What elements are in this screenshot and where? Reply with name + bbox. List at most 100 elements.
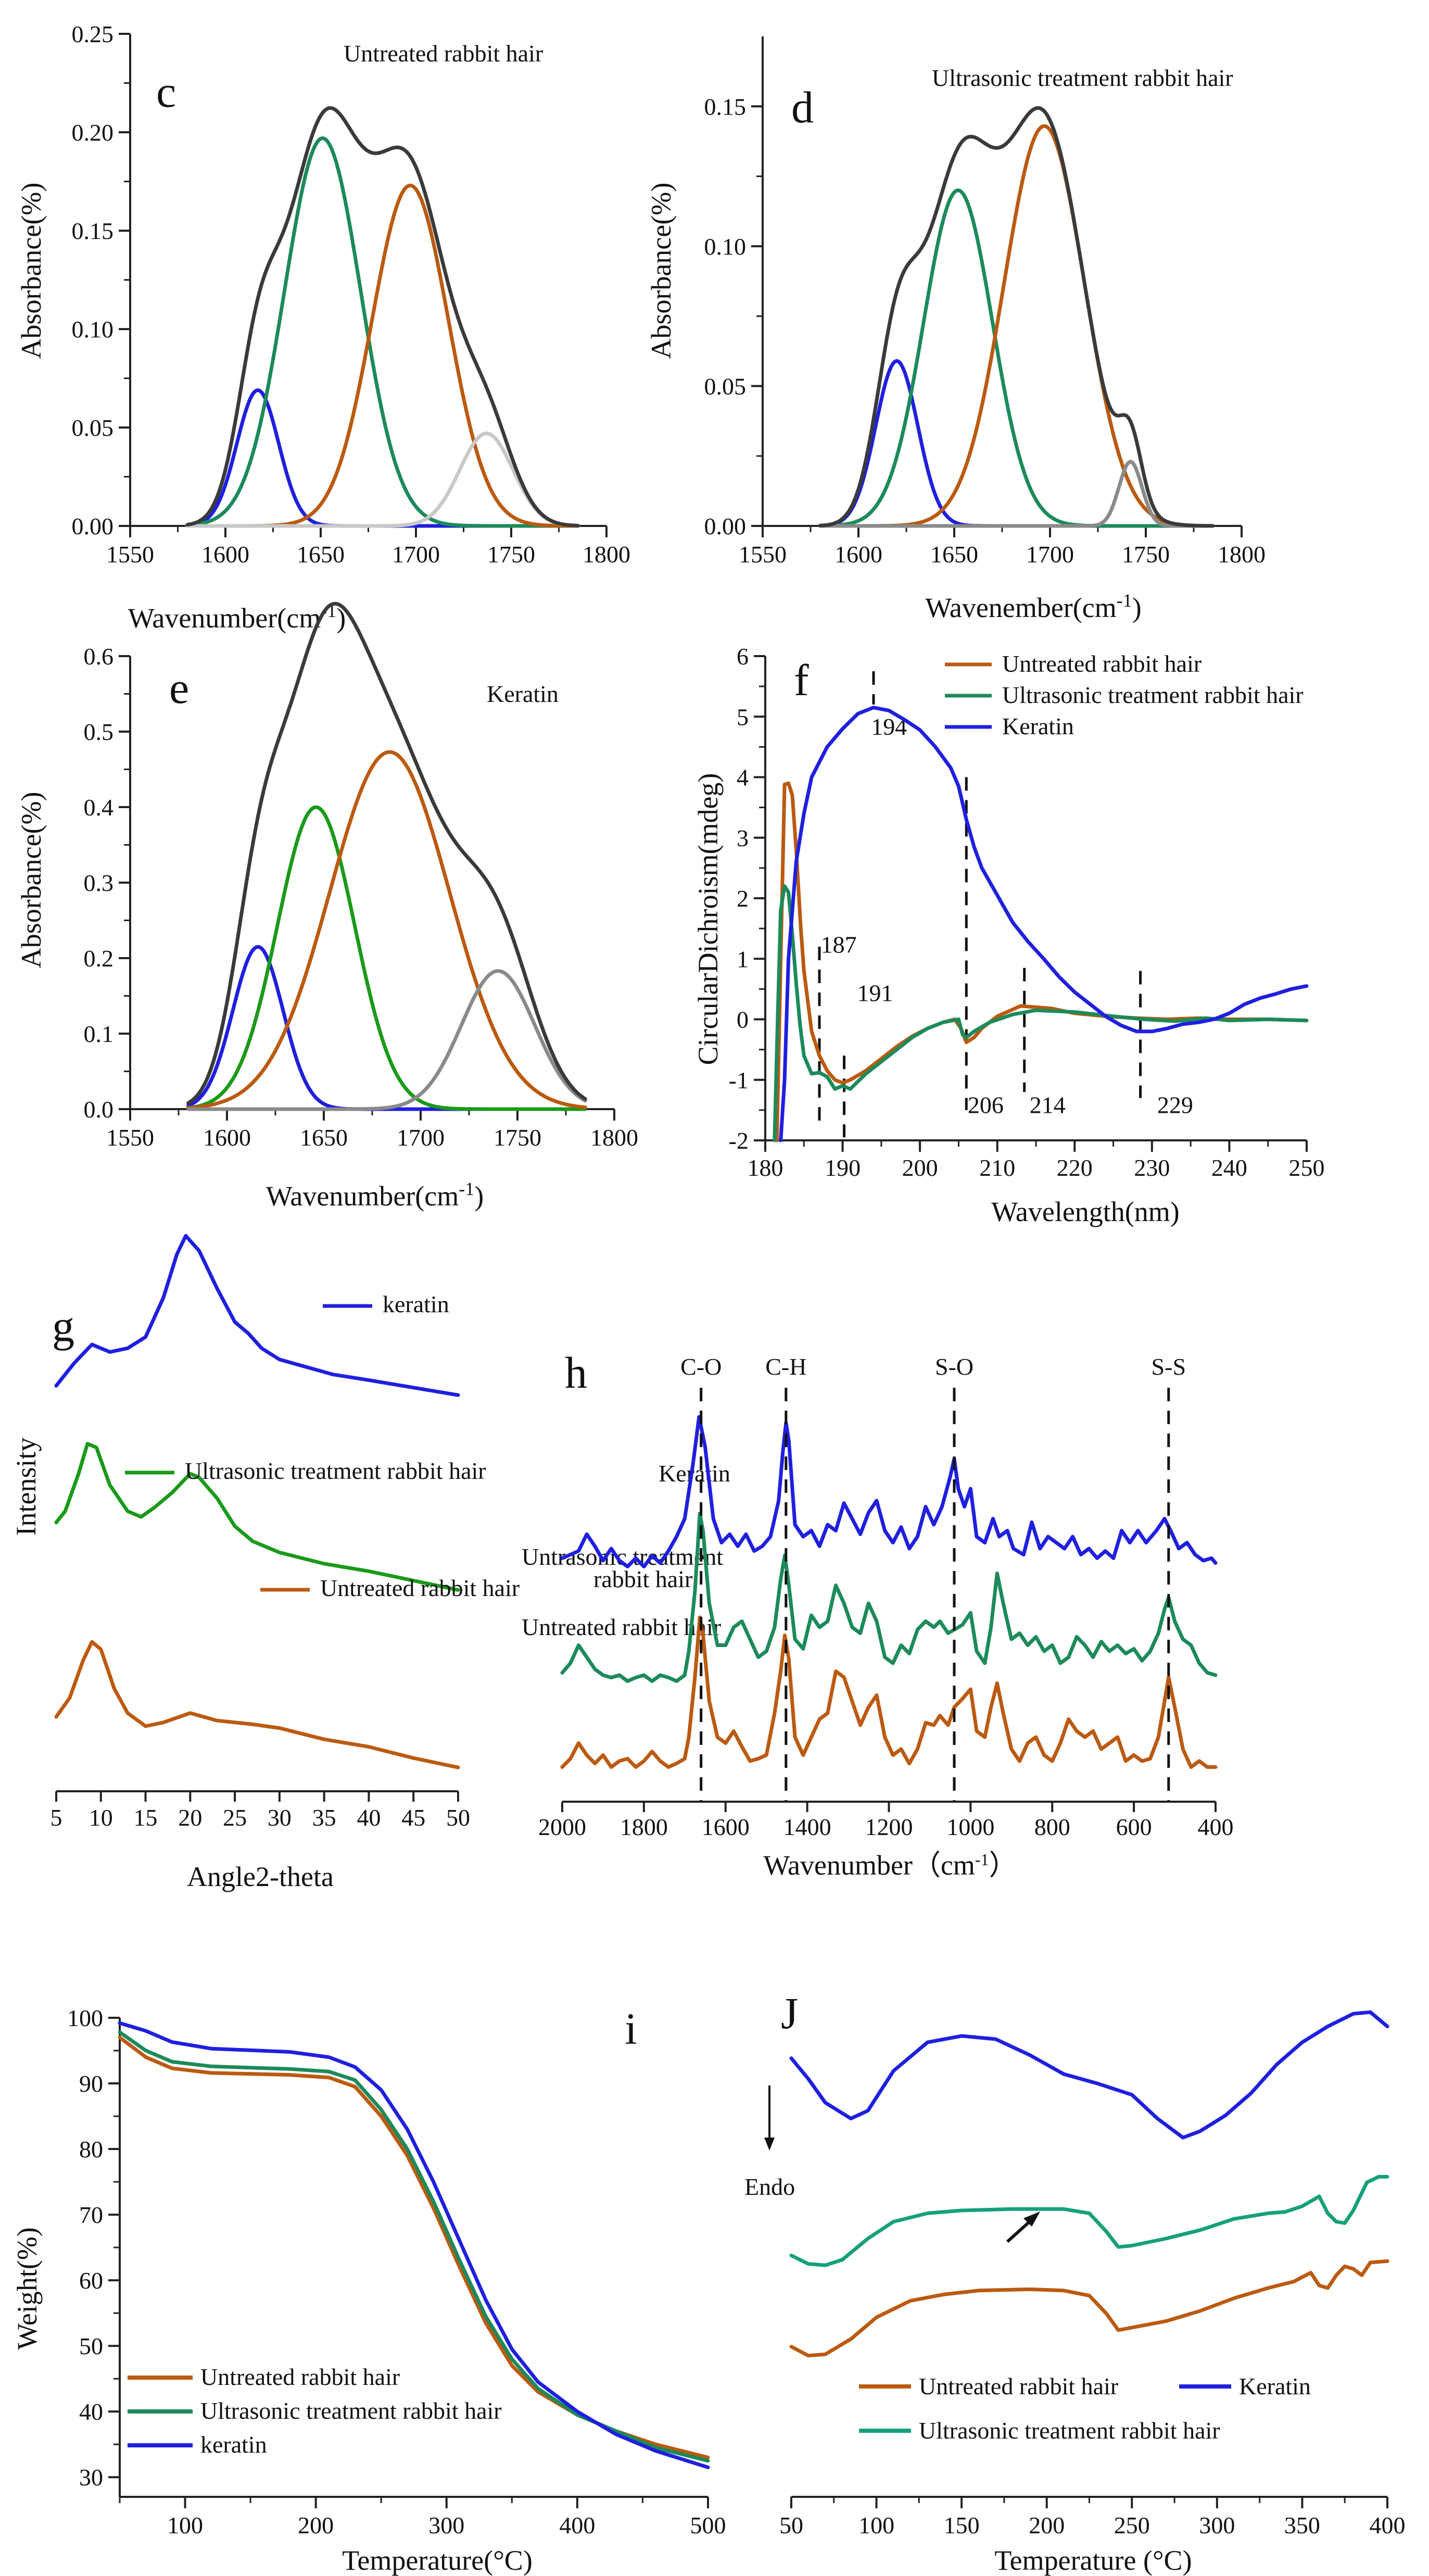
panel-f-annotation-191: 191 <box>857 980 893 1007</box>
panel-f-xtick-label: 200 <box>902 1154 938 1181</box>
panel-e-ytick-label: 0.1 <box>84 1021 114 1047</box>
panel-e-series-band-1740 <box>186 969 587 1111</box>
panel-i-legend-label: Untreated rabbit hair <box>200 2364 400 2390</box>
panel-d-xtick-label: 1650 <box>930 541 978 568</box>
panel-i-chart: i Temperature(°C) Weight(%) 100 200 300 400… <box>11 2004 726 2576</box>
panel-J-letter: J <box>781 1988 798 2038</box>
panel-d-xtick-label: 1800 <box>1218 541 1266 568</box>
panel-e-series-envelope <box>186 601 587 1105</box>
panel-f-legend-label: Ultrasonic treatment rabbit hair <box>1002 682 1304 708</box>
panel-g-chart: g Angle2-theta Intensity 5 10 15 20 25 30 35 40… <box>10 1234 520 1892</box>
panel-i-ytick-label: 50 <box>79 2333 103 2359</box>
panel-e-xtick-label: 1700 <box>397 1124 445 1151</box>
panel-f-ytick-label: 0 <box>737 1007 749 1033</box>
panel-g-xtick-label: 50 <box>446 1804 470 1831</box>
panel-d-xtick-label: 1550 <box>739 541 787 568</box>
panel-c-xtick-label: 1750 <box>487 541 535 568</box>
panel-f-xlabel: Wavelength(nm) <box>991 1196 1180 1227</box>
panel-h-xtick-label: 600 <box>1116 1814 1152 1840</box>
panel-f-legend-label: Keratin <box>1002 713 1074 739</box>
panel-e-xlabel: Wavenumber(cm-1) <box>266 1178 484 1212</box>
panel-i-ytick-label: 30 <box>79 2464 103 2491</box>
panel-c-chart: c Untreated rabbit hair Wavenumber(cm-1)… <box>16 21 630 634</box>
panel-c-ytick-label: 0.20 <box>72 119 114 146</box>
panel-i-ylabel: Weight(%) <box>11 2227 43 2350</box>
panel-i-xtick-label: 100 <box>167 2512 203 2539</box>
panel-c-ytick-label: 0.10 <box>72 316 114 343</box>
panel-e-ytick-label: 0.6 <box>84 643 114 670</box>
panel-h-series-Keratin <box>560 1415 1218 1568</box>
panel-h-label-ultrasonic-1: Untrasonic treatment <box>522 1543 723 1570</box>
panel-g-legend-label: keratin <box>383 1291 449 1317</box>
panel-i-series-Untreated-rabbit-hair <box>118 2035 710 2459</box>
panel-f-xtick-label: 250 <box>1289 1154 1325 1181</box>
panel-d-ytick-label: 0.15 <box>704 93 747 120</box>
panel-J-series-Ultrasonic-treatment-rabbit-hair <box>789 2175 1389 2267</box>
panel-J-xtick-label: 100 <box>858 2512 894 2539</box>
panel-d-chart: d Ultrasonic treatment rabbit hair Waven… <box>646 36 1266 623</box>
panel-i-letter: i <box>625 2004 637 2054</box>
panel-J-legend-label: Untreated rabbit hair <box>919 2373 1118 2399</box>
panel-f-ytick-label: 5 <box>737 703 749 730</box>
panel-c-series-band-1651 <box>185 136 580 528</box>
panel-g-letter: g <box>52 1301 74 1351</box>
panel-i-ytick-label: 40 <box>79 2398 103 2425</box>
panel-f-xtick-label: 230 <box>1134 1154 1170 1181</box>
panel-d-ytick-label: 0.10 <box>704 233 747 260</box>
panel-J-xtick-label: 250 <box>1114 2512 1150 2539</box>
panel-f-ytick-label: 1 <box>737 946 749 972</box>
panel-f-ytick-label: -2 <box>729 1127 749 1154</box>
panel-g-ylabel: Intensity <box>10 1438 42 1536</box>
panel-h-series-Untreated-rabbit-hair <box>560 1615 1218 1769</box>
panel-f-ytick-label: 2 <box>737 885 749 912</box>
panel-d-ytick-label: 0.00 <box>704 513 747 539</box>
panel-e-title: Keratin <box>487 681 559 707</box>
panel-h-annotation-S-S: S-S <box>1152 1353 1186 1380</box>
panel-f-series-Keratin <box>779 706 1309 1142</box>
panel-f-annotation-229: 229 <box>1157 1092 1193 1119</box>
panel-g-series-keratin <box>54 1234 460 1397</box>
panel-g-xtick-label: 30 <box>268 1804 292 1831</box>
panel-h-annotation-C-O: C-O <box>680 1353 722 1380</box>
panel-g-xlabel: Angle2-theta <box>187 1861 334 1892</box>
panel-g-xtick-label: 20 <box>178 1804 202 1831</box>
panel-J-xtick-label: 350 <box>1284 2512 1320 2539</box>
panel-d-series-envelope <box>818 106 1215 528</box>
panel-J-xtick-label: 200 <box>1029 2512 1065 2539</box>
panel-J-keratin-arrow-head <box>1023 2211 1040 2227</box>
panel-f-ytick-label: 3 <box>737 825 749 851</box>
panel-i-xtick-label: 500 <box>690 2512 726 2539</box>
panel-J-legend-label: Ultrasonic treatment rabbit hair <box>919 2417 1220 2444</box>
panel-c-xlabel: Wavenumber(cm-1) <box>128 600 346 634</box>
panel-i-xtick-label: 300 <box>428 2512 464 2539</box>
panel-f-xtick-label: 180 <box>748 1154 783 1181</box>
panel-h-xtick-label: 2000 <box>538 1814 586 1840</box>
panel-J-endo-arrow-head <box>764 2138 775 2151</box>
panel-g-series-Untreated-rabbit-hair <box>54 1640 460 1769</box>
panel-f-ytick-label: -1 <box>729 1067 749 1094</box>
panel-J-xlabel: Temperature (°C) <box>994 2545 1192 2576</box>
panel-h-xlabel: Wavenumber（cm-1） <box>763 1850 1017 1881</box>
panel-i-ytick-label: 100 <box>67 2005 103 2031</box>
panel-i-ytick-label: 90 <box>79 2070 103 2097</box>
panel-h-series-Ultrasonic-treatment-rabbit-hair <box>560 1512 1218 1683</box>
panel-h-xtick-label: 1400 <box>783 1814 831 1840</box>
panel-e-ytick-label: 0.2 <box>84 945 114 972</box>
panel-c-series-band-1737 <box>185 431 580 528</box>
panel-e-xtick-label: 1550 <box>106 1124 154 1151</box>
panel-c-letter: c <box>156 67 176 117</box>
panel-c-ytick-label: 0.05 <box>72 414 114 441</box>
panel-d-letter: d <box>791 82 814 132</box>
panel-i-legend-label: keratin <box>200 2431 267 2458</box>
panel-h-xtick-label: 1800 <box>620 1814 668 1840</box>
panel-c-title: Untreated rabbit hair <box>344 40 543 67</box>
panel-c-ylabel: Absorbance(%) <box>16 183 47 359</box>
panel-f-ylabel: CircularDichroism(mdeg) <box>692 773 724 1065</box>
panel-c-ytick-label: 0.00 <box>72 513 114 539</box>
panel-g-xtick-label: 10 <box>89 1804 113 1831</box>
panel-e-xtick-label: 1800 <box>590 1124 638 1151</box>
panel-d-xlabel: Wavenember(cm-1) <box>925 590 1141 623</box>
panel-f-xtick-label: 240 <box>1211 1154 1247 1181</box>
panel-i-series-Ultrasonic-treatment-rabbit-hair <box>118 2030 710 2463</box>
panel-e-ytick-label: 0.5 <box>84 719 114 745</box>
